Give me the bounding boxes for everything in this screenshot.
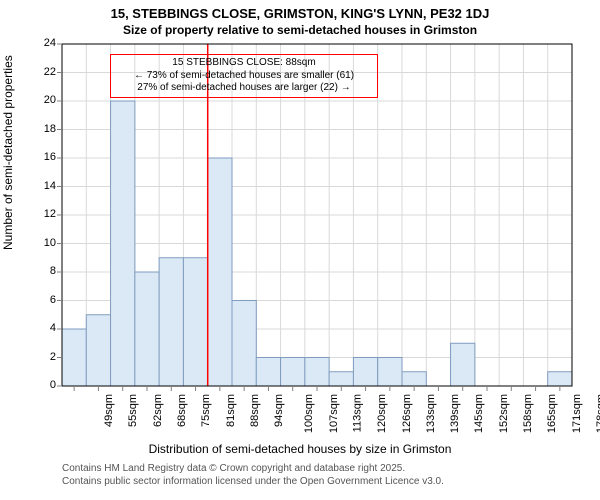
x-tick-label: 81sqm: [225, 394, 237, 427]
y-tick-label: 12: [32, 208, 56, 220]
x-tick-label: 107sqm: [328, 394, 340, 433]
y-tick-label: 8: [32, 265, 56, 277]
chart-container: 15, STEBBINGS CLOSE, GRIMSTON, KING'S LY…: [0, 0, 600, 500]
x-tick-label: 49sqm: [103, 394, 115, 427]
x-tick-label: 178sqm: [595, 394, 600, 433]
y-tick-label: 24: [32, 37, 56, 49]
y-tick-label: 6: [32, 294, 56, 306]
attribution-footer: Contains HM Land Registry data © Crown c…: [62, 462, 444, 488]
x-tick-label: 133sqm: [425, 394, 437, 433]
x-tick-label: 165sqm: [546, 394, 558, 433]
footer-line1: Contains HM Land Registry data © Crown c…: [62, 462, 444, 475]
x-tick-label: 94sqm: [273, 394, 285, 427]
x-tick-label: 100sqm: [304, 394, 316, 433]
x-axis-label: Distribution of semi-detached houses by …: [0, 442, 600, 456]
x-tick-label: 152sqm: [498, 394, 510, 433]
y-tick-label: 0: [32, 379, 56, 391]
x-tick-label: 139sqm: [449, 394, 461, 433]
x-tick-label: 158sqm: [522, 394, 534, 433]
marker-annotation-box: 15 STEBBINGS CLOSE: 88sqm ← 73% of semi-…: [110, 54, 378, 98]
x-tick-label: 75sqm: [200, 394, 212, 427]
x-tick-label: 113sqm: [351, 394, 363, 432]
y-tick-label: 4: [32, 322, 56, 334]
annotation-line1: 15 STEBBINGS CLOSE: 88sqm: [115, 57, 373, 70]
x-tick-label: 55sqm: [127, 394, 139, 427]
x-tick-label: 126sqm: [401, 394, 413, 433]
y-tick-label: 14: [32, 180, 56, 192]
y-tick-label: 22: [32, 66, 56, 78]
y-tick-label: 10: [32, 237, 56, 249]
x-tick-label: 68sqm: [176, 394, 188, 427]
y-tick-label: 18: [32, 123, 56, 135]
y-tick-label: 20: [32, 94, 56, 106]
x-tick-label: 171sqm: [571, 394, 583, 433]
x-tick-label: 88sqm: [249, 394, 261, 427]
y-tick-label: 16: [32, 151, 56, 163]
x-tick-label: 62sqm: [152, 394, 164, 427]
x-tick-label: 145sqm: [474, 394, 486, 433]
y-tick-label: 2: [32, 351, 56, 363]
x-tick-label: 120sqm: [376, 394, 388, 433]
annotation-line3: 27% of semi-detached houses are larger (…: [115, 82, 373, 95]
footer-line2: Contains public sector information licen…: [62, 475, 444, 488]
annotation-line2: ← 73% of semi-detached houses are smalle…: [115, 70, 373, 83]
